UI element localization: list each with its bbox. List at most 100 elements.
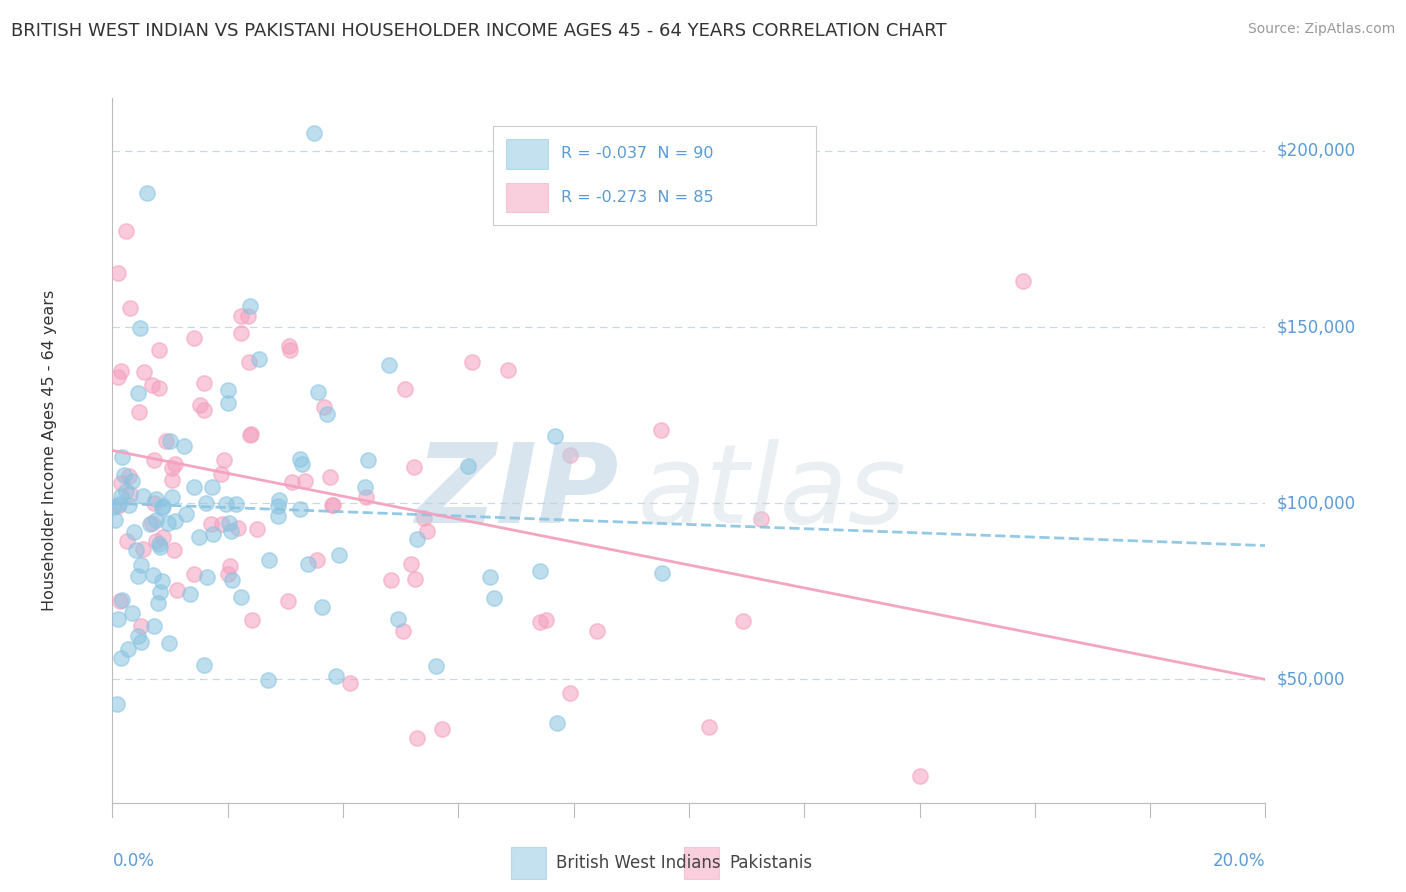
Point [217,384,239,398]
Point [267,499,290,513]
Point [231,310,253,324]
Point [141,516,163,530]
Point [162,461,184,475]
Point [240,613,263,627]
Point [221,573,243,587]
Point [142,453,165,467]
Point [149,584,172,599]
Point [188,530,211,544]
Point [115,534,138,549]
Point [484,591,506,605]
Point [194,496,217,510]
Point [239,299,262,313]
Point [529,565,551,579]
Point [200,516,222,531]
Point [145,492,167,507]
Text: Householder Income Ages 45 - 64 years: Householder Income Ages 45 - 64 years [42,290,56,611]
Point [129,321,152,335]
Text: $100,000: $100,000 [1277,494,1355,512]
Point [128,404,150,418]
Point [152,530,174,544]
Point [214,453,236,467]
Point [353,480,375,494]
Point [131,542,153,557]
Point [478,570,501,584]
Point [529,615,551,630]
Point [193,376,215,390]
Point [498,363,520,377]
Point [148,343,170,358]
Point [415,524,437,538]
Point [121,606,143,620]
Point [127,386,149,401]
Point [163,514,186,528]
Point [115,224,138,238]
Point [404,572,426,586]
Point [117,642,139,657]
Point [406,532,429,546]
Point [247,352,270,367]
Point [193,402,215,417]
Point [394,382,416,396]
Point [173,439,195,453]
Point [217,395,239,409]
Point [277,594,299,608]
Point [201,480,224,494]
Point [218,516,240,531]
Point [101,500,124,515]
Point [120,301,142,315]
Text: $50,000: $50,000 [1277,671,1346,689]
Point [651,566,673,580]
Point [238,355,260,369]
Point [111,593,134,607]
Point [125,543,148,558]
Point [239,428,262,442]
Point [219,524,242,538]
Point [278,343,301,357]
Point [179,587,201,601]
Point [461,355,484,369]
Point [733,614,755,628]
Point [297,557,319,571]
Point [229,326,252,341]
Point [288,451,311,466]
Point [195,569,218,583]
Point [219,558,242,573]
Point [165,457,187,471]
Point [215,497,238,511]
Point [193,657,215,672]
Point [129,634,152,648]
Point [114,484,136,499]
Point [546,715,568,730]
Point [150,574,173,589]
Point [142,496,165,510]
Point [183,331,205,345]
Text: $150,000: $150,000 [1277,318,1355,336]
Point [413,511,436,525]
Point [267,508,290,523]
Point [321,498,343,512]
Point [240,427,263,442]
Point [356,491,378,505]
Point [145,513,167,527]
Point [136,186,159,201]
Point [132,489,155,503]
Point [328,548,350,562]
Point [129,558,152,572]
Text: BRITISH WEST INDIAN VS PAKISTANI HOUSEHOLDER INCOME AGES 45 - 64 YEARS CORRELATI: BRITISH WEST INDIAN VS PAKISTANI HOUSEHO… [11,22,946,40]
Point [246,522,269,536]
Point [118,487,141,501]
Point [231,590,253,604]
Point [319,470,342,484]
Point [387,612,409,626]
Point [908,769,931,783]
Point [127,629,149,643]
Point [307,552,329,566]
Point [391,624,413,639]
Point [148,381,170,395]
Point [162,542,184,557]
Point [157,636,180,650]
Point [159,434,181,448]
Point [129,619,152,633]
Point [378,358,401,372]
